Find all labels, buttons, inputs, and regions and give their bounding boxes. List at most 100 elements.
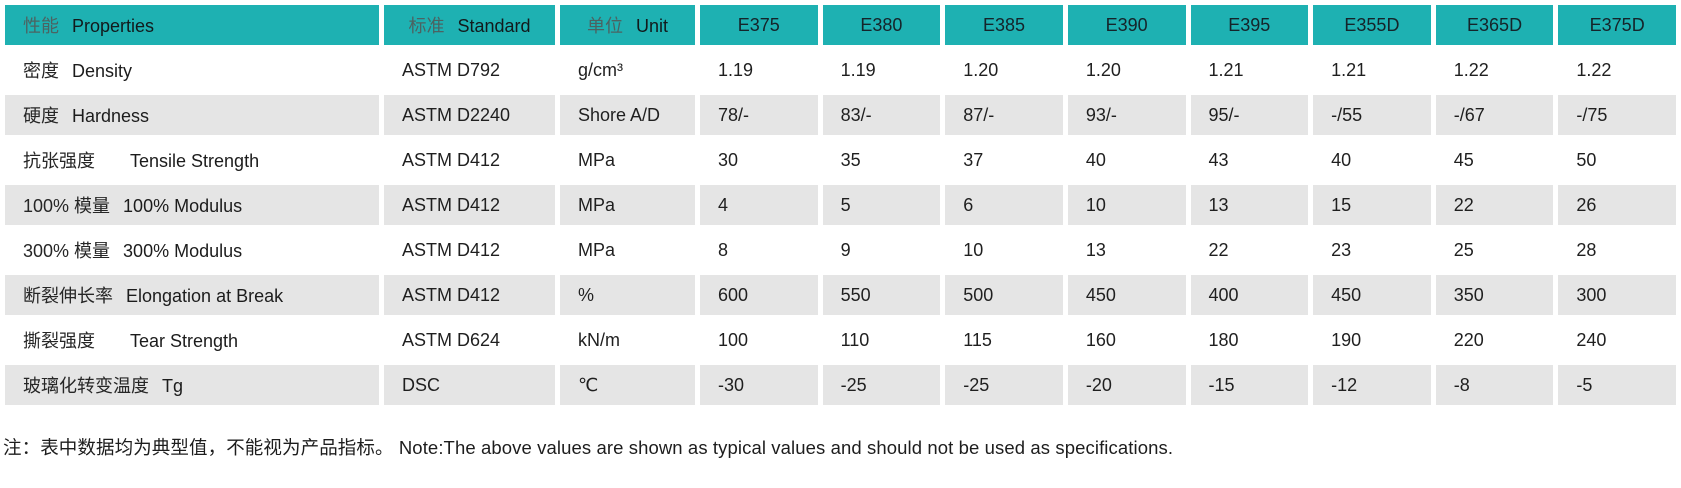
- unit-cell: %: [560, 275, 695, 315]
- value-cell: 40: [1067, 140, 1186, 180]
- value-cell: 28: [1558, 230, 1676, 270]
- value-cell: -/75: [1558, 95, 1676, 135]
- value-cell: 13: [1190, 185, 1309, 225]
- standard-cell: ASTM D2240: [384, 95, 555, 135]
- value-cell: 5: [822, 185, 941, 225]
- unit-cell: ℃: [560, 365, 695, 405]
- value-cell: 4: [700, 185, 818, 225]
- value-cell: 100: [700, 320, 818, 360]
- value-cell: -12: [1313, 365, 1431, 405]
- header-standard-en: Standard: [457, 16, 531, 36]
- header-properties: 性能 Properties: [5, 5, 379, 45]
- property-zh: 玻璃化转变温度: [23, 376, 149, 396]
- value-cell: 26: [1558, 185, 1676, 225]
- value-cell: 1.20: [1067, 50, 1186, 90]
- footnote: 注：表中数据均为典型值，不能视为产品指标。 Note:The above val…: [3, 437, 1174, 458]
- standard-cell: ASTM D412: [384, 275, 555, 315]
- value-cell: 110: [822, 320, 941, 360]
- header-grade-e365d: E365D: [1435, 5, 1554, 45]
- header-grade-e355d: E355D: [1313, 5, 1431, 45]
- value-cell: 1.21: [1190, 50, 1309, 90]
- header-grade-e385: E385: [945, 5, 1063, 45]
- value-cell: 83/-: [822, 95, 941, 135]
- property-en: 300% Modulus: [123, 241, 243, 261]
- property-en: 100% Modulus: [123, 196, 243, 216]
- table-row-elongation: 断裂伸长率 Elongation at Break ASTM D412 % 600…: [5, 275, 1676, 315]
- value-cell: 450: [1067, 275, 1186, 315]
- property-cell: 300% 模量 300% Modulus: [5, 230, 379, 270]
- value-cell: 43: [1190, 140, 1309, 180]
- value-cell: 450: [1313, 275, 1431, 315]
- header-standard: 标准 Standard: [384, 5, 555, 45]
- unit-cell: MPa: [560, 140, 695, 180]
- value-cell: 23: [1313, 230, 1431, 270]
- value-cell: 600: [700, 275, 818, 315]
- value-cell: -8: [1435, 365, 1554, 405]
- value-cell: 25: [1435, 230, 1554, 270]
- unit-cell: Shore A/D: [560, 95, 695, 135]
- property-en: Elongation at Break: [126, 286, 284, 306]
- value-cell: 190: [1313, 320, 1431, 360]
- value-cell: 240: [1558, 320, 1676, 360]
- value-cell: 400: [1190, 275, 1309, 315]
- value-cell: 10: [1067, 185, 1186, 225]
- value-cell: 6: [945, 185, 1063, 225]
- value-cell: 50: [1558, 140, 1676, 180]
- value-cell: 93/-: [1067, 95, 1186, 135]
- unit-cell: g/cm³: [560, 50, 695, 90]
- header-standard-zh: 标准: [408, 16, 445, 36]
- property-en: Tear Strength: [130, 331, 239, 351]
- value-cell: -25: [822, 365, 941, 405]
- unit-cell: MPa: [560, 230, 695, 270]
- header-grade-e380: E380: [822, 5, 941, 45]
- property-zh: 断裂伸长率: [23, 286, 113, 306]
- value-cell: 78/-: [700, 95, 818, 135]
- property-cell: 玻璃化转变温度 Tg: [5, 365, 379, 405]
- table-row-hardness: 硬度 Hardness ASTM D2240 Shore A/D 78/- 83/…: [5, 95, 1676, 135]
- table-row-density: 密度 Density ASTM D792 g/cm³ 1.19 1.19 1.20…: [5, 50, 1676, 90]
- value-cell: 1.19: [700, 50, 818, 90]
- unit-cell: MPa: [560, 185, 695, 225]
- value-cell: 22: [1435, 185, 1554, 225]
- property-cell: 抗张强度 Tensile Strength: [5, 140, 379, 180]
- value-cell: -5: [1558, 365, 1676, 405]
- table-row-tear-strength: 撕裂强度 Tear Strength ASTM D624 kN/m 100 110…: [5, 320, 1676, 360]
- standard-cell: ASTM D792: [384, 50, 555, 90]
- standard-cell: ASTM D412: [384, 140, 555, 180]
- table-row-tensile-strength: 抗张强度 Tensile Strength ASTM D412 MPa 30 35…: [5, 140, 1676, 180]
- header-unit-zh: 单位: [586, 16, 623, 36]
- value-cell: 30: [700, 140, 818, 180]
- value-cell: 180: [1190, 320, 1309, 360]
- standard-cell: ASTM D412: [384, 230, 555, 270]
- header-grade-e375: E375: [700, 5, 818, 45]
- property-en: Hardness: [72, 106, 150, 126]
- property-cell: 断裂伸长率 Elongation at Break: [5, 275, 379, 315]
- header-row: 性能 Properties 标准 Standard 单位 Unit E375 E380…: [5, 5, 1676, 45]
- value-cell: 160: [1067, 320, 1186, 360]
- value-cell: 95/-: [1190, 95, 1309, 135]
- header-properties-en: Properties: [72, 16, 155, 36]
- value-cell: 13: [1067, 230, 1186, 270]
- table-row-300-modulus: 300% 模量 300% Modulus ASTM D412 MPa 8 9 10…: [5, 230, 1676, 270]
- property-en: Tensile Strength: [130, 151, 260, 171]
- header-properties-zh: 性能: [23, 16, 59, 36]
- value-cell: -/55: [1313, 95, 1431, 135]
- value-cell: 1.22: [1435, 50, 1554, 90]
- header-grade-e390: E390: [1067, 5, 1186, 45]
- standard-cell: ASTM D412: [384, 185, 555, 225]
- value-cell: 1.20: [945, 50, 1063, 90]
- property-zh: 100% 模量: [23, 196, 111, 216]
- property-cell: 撕裂强度 Tear Strength: [5, 320, 379, 360]
- property-cell: 硬度 Hardness: [5, 95, 379, 135]
- value-cell: -15: [1190, 365, 1309, 405]
- value-cell: 9: [822, 230, 941, 270]
- value-cell: 15: [1313, 185, 1431, 225]
- value-cell: 87/-: [945, 95, 1063, 135]
- property-en: Density: [72, 61, 133, 81]
- table-row-100-modulus: 100% 模量 100% Modulus ASTM D412 MPa 4 5 6 …: [5, 185, 1676, 225]
- properties-table: 性能 Properties 标准 Standard 单位 Unit E375 E380…: [5, 5, 1676, 405]
- value-cell: 22: [1190, 230, 1309, 270]
- header-unit: 单位 Unit: [560, 5, 695, 45]
- value-cell: 115: [945, 320, 1063, 360]
- value-cell: 45: [1435, 140, 1554, 180]
